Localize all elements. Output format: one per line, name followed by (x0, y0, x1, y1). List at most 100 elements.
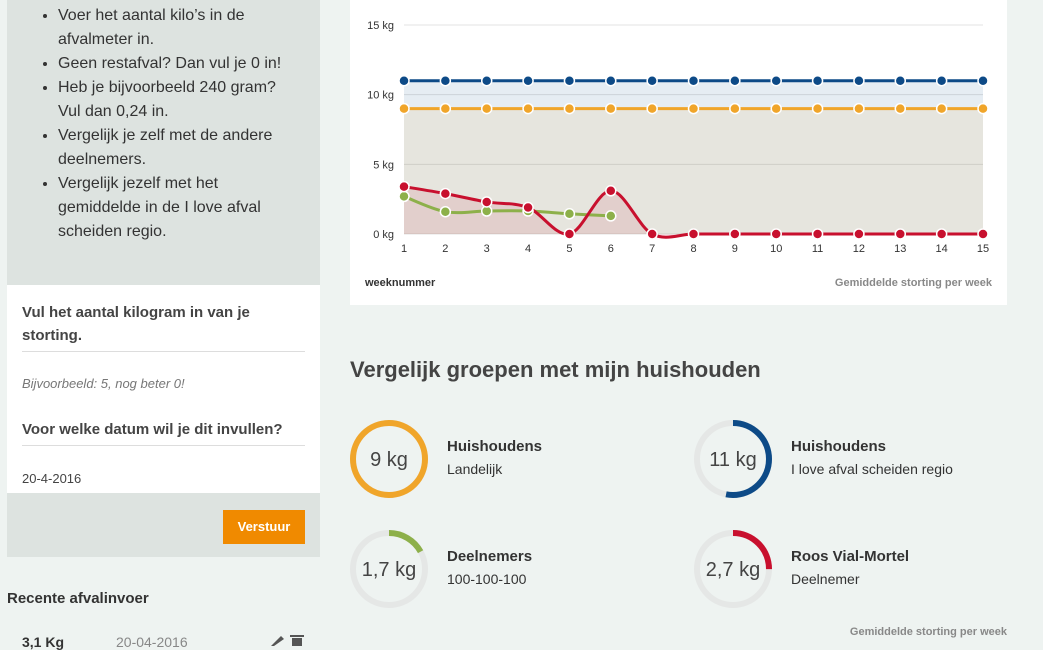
x-tick-label: 10 (770, 243, 782, 255)
point (687, 74, 700, 87)
point (811, 74, 824, 87)
ring: 1,7 kg (350, 530, 428, 608)
ring-value: 2,7 kg (706, 559, 760, 581)
ring: 11 kg (694, 420, 772, 498)
compare-title: Vergelijk groepen met mijn huishouden (350, 357, 761, 382)
group-name: Huishoudens (447, 438, 543, 455)
submit-button[interactable]: Verstuur (223, 510, 305, 544)
x-tick-label: 7 (649, 243, 655, 255)
point (977, 228, 989, 240)
delete-icon[interactable] (292, 638, 302, 646)
point (398, 74, 410, 87)
point (853, 102, 865, 115)
point (935, 228, 948, 240)
delete-icon-lid (290, 635, 304, 637)
date-label: Voor welke datum wil je dit invullen? (22, 421, 283, 438)
point (853, 74, 865, 87)
instruction-list: Voer het aantal kilo’s in de afvalmeter … (7, 4, 298, 244)
point (770, 102, 782, 115)
ring-arc (694, 530, 772, 608)
recent-date: 20-04-2016 (116, 634, 188, 650)
instruction: Vergelijk jezelf met het gemiddelde in d… (58, 172, 298, 244)
ring-arc (350, 420, 428, 498)
x-tick-label: 1 (401, 243, 407, 255)
instruction: Heb je bijvoorbeeld 240 gram? Vul dan 0,… (58, 76, 298, 124)
row-actions (271, 635, 304, 646)
date-input[interactable]: 20-4-2016 (22, 471, 82, 486)
point (563, 74, 576, 87)
point (894, 228, 907, 240)
x-tick-label: 15 (977, 243, 989, 255)
ring: 9 kg (350, 420, 428, 498)
point (439, 205, 452, 218)
points (398, 74, 989, 240)
point (439, 187, 452, 200)
group-name: Huishoudens (791, 438, 887, 455)
ring-value: 11 kg (709, 449, 756, 471)
point (646, 74, 658, 87)
point (894, 102, 907, 115)
point (770, 74, 782, 87)
y-tick-label: 10 kg (367, 90, 394, 102)
ring-arc (694, 420, 772, 498)
ring-arc (350, 530, 428, 608)
point (935, 102, 948, 115)
chart: weeknummer Gemiddelde storting per week … (350, 0, 1007, 305)
point (853, 228, 865, 240)
group-sub: 100-100-100 (447, 571, 527, 587)
point (439, 74, 452, 87)
x-tick-label: 4 (525, 243, 531, 255)
y-tick-label: 15 kg (367, 20, 394, 32)
x-tick-label: 12 (853, 243, 865, 255)
area (404, 108, 983, 234)
point (770, 228, 782, 240)
group-name: Roos Vial-Mortel (791, 548, 910, 565)
point (398, 102, 410, 115)
instructions-panel: Voer het aantal kilo’s in de afvalmeter … (7, 0, 320, 285)
point (605, 210, 617, 222)
ring-value: 9 kg (370, 449, 408, 471)
x-tick-label: 3 (484, 243, 490, 255)
x-tick-label: 9 (732, 243, 738, 255)
divider (22, 445, 305, 446)
point (977, 102, 989, 115)
chart-note: Gemiddelde storting per week (835, 277, 993, 289)
entry-form: Vul het aantal kilogram in van je storti… (7, 285, 320, 493)
point (935, 74, 948, 87)
x-tick-label: 14 (936, 243, 948, 255)
group-name: Deelnemers (447, 548, 533, 565)
point (729, 102, 741, 115)
point (605, 102, 617, 115)
point (563, 228, 576, 240)
divider (22, 351, 305, 352)
instruction: Vergelijk je zelf met de andere deelneme… (58, 124, 298, 172)
point (894, 74, 907, 87)
recent-amount: 3,1 Kg (22, 634, 65, 650)
point (522, 102, 534, 115)
kg-label: Vul het aantal kilogram in van je storti… (22, 304, 250, 344)
x-tick-label: 11 (812, 243, 823, 255)
point (480, 102, 493, 115)
x-tick-label: 8 (690, 243, 696, 255)
x-axis-label: weeknummer (364, 277, 436, 289)
group-sub: I love afval scheiden regio (791, 461, 953, 477)
instruction: Voer het aantal kilo’s in de afvalmeter … (58, 4, 298, 52)
point (522, 74, 534, 87)
edit-icon[interactable] (271, 636, 284, 646)
point (729, 228, 741, 240)
recent-title: Recente afvalinvoer (7, 590, 149, 607)
point (729, 74, 741, 87)
point (480, 74, 493, 87)
x-tick-label: 6 (608, 243, 614, 255)
x-tick-label: 13 (894, 243, 906, 255)
y-tick-label: 5 kg (373, 159, 394, 171)
y-tick-label: 0 kg (373, 229, 394, 241)
point (811, 228, 824, 240)
point (563, 102, 576, 115)
point (646, 228, 658, 240)
point (687, 228, 700, 240)
point (977, 74, 989, 87)
point (398, 190, 410, 203)
ring-value: 1,7 kg (362, 559, 416, 581)
kg-input[interactable]: Bijvoorbeeld: 5, nog beter 0! (22, 376, 185, 391)
